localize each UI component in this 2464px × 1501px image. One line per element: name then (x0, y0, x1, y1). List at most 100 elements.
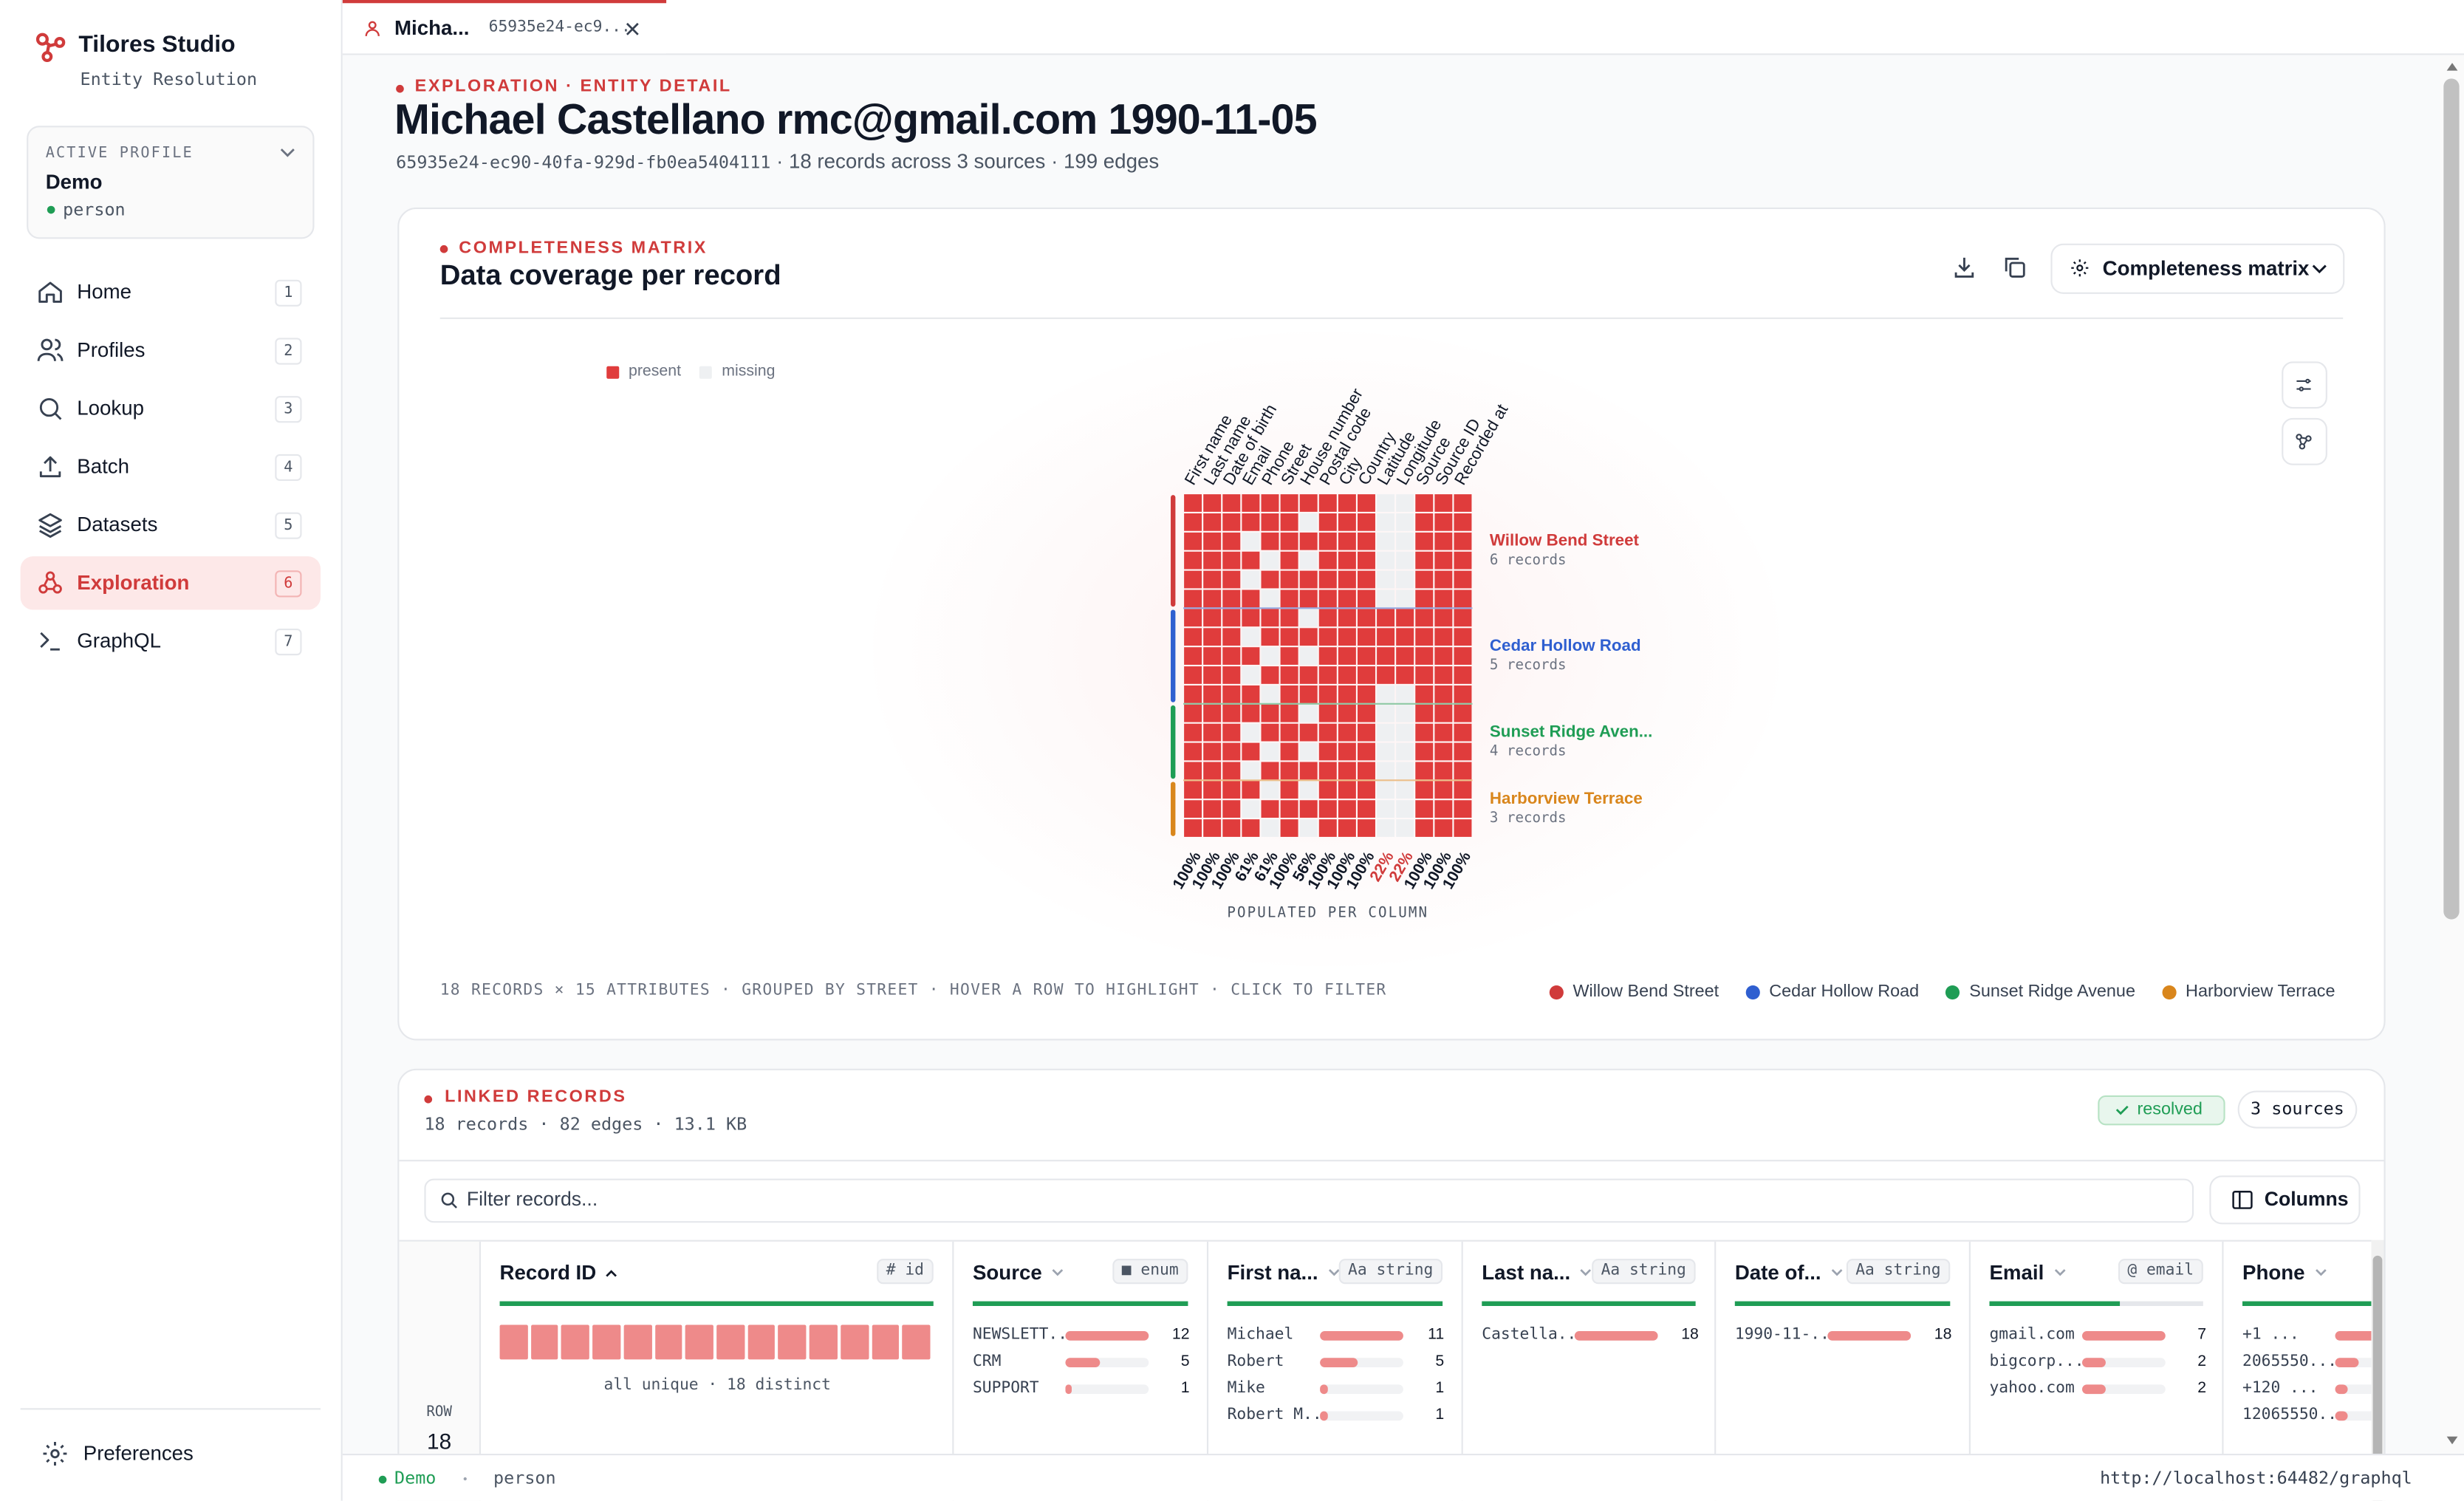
matrix-cell (1454, 494, 1472, 512)
status-profile: Demo (394, 1468, 437, 1488)
group-label: Sunset Ridge Aven... (1490, 722, 1652, 741)
graphic (2446, 1436, 2458, 1445)
sort-chevron[interactable] (605, 1268, 617, 1278)
graphic (451, 1202, 457, 1208)
gear-icon (43, 1442, 67, 1466)
matrix-cell (1184, 781, 1202, 799)
nav-item[interactable]: Lookup 3 (21, 382, 321, 435)
graphic (2076, 264, 2084, 272)
value-bar (1065, 1331, 1149, 1341)
matrix-cell (1299, 494, 1318, 512)
matrix-cell (1377, 723, 1395, 742)
view-select[interactable]: Completeness matrix (2050, 243, 2345, 294)
matrix-cell (1454, 723, 1472, 742)
matrix-cell (1415, 666, 1434, 684)
group-records: 4 records (1490, 742, 1567, 759)
nav-item[interactable]: Datasets 5 (21, 498, 321, 551)
matrix-cell (1299, 685, 1318, 703)
sort-chevron[interactable] (1579, 1268, 1592, 1278)
matrix-cell (1434, 589, 1453, 608)
copy-button[interactable] (2002, 255, 2027, 280)
status-badge: resolved (2098, 1095, 2225, 1126)
tab[interactable]: Micha... 65935e24-ec9... (342, 0, 667, 54)
matrix-cell (1415, 551, 1434, 570)
value-track (2335, 1384, 2372, 1395)
matrix-cell (1318, 494, 1337, 512)
sort-chevron[interactable] (1051, 1268, 1064, 1278)
row-count: 18 (427, 1428, 452, 1454)
populated-track (1989, 1301, 2203, 1306)
matrix-cell (1299, 609, 1318, 627)
graphic (2296, 434, 2312, 450)
matrix-cell (1261, 704, 1279, 722)
chevron-path (2054, 1269, 2066, 1276)
download-button[interactable] (1951, 255, 1977, 280)
nav-item[interactable]: Profiles 2 (21, 324, 321, 377)
matrix-cell (1434, 704, 1453, 722)
unique-cell (561, 1324, 590, 1360)
matrix-cell (1184, 704, 1202, 722)
matrix-cell (1396, 723, 1414, 742)
graphic (2115, 1105, 2129, 1115)
matrix-cell (1415, 589, 1434, 608)
preferences[interactable]: Preferences (83, 1440, 194, 1465)
matrix-cell (1396, 513, 1414, 531)
matrix-cell (1357, 589, 1375, 608)
matrix-cell (1203, 532, 1222, 550)
matrix-cell (1280, 800, 1298, 818)
columns-button[interactable]: Columns (2209, 1175, 2361, 1225)
matrix-cell (1338, 647, 1356, 665)
matrix-cell (1415, 628, 1434, 646)
sort-chevron[interactable] (2315, 1268, 2327, 1278)
matrix-cell (1396, 570, 1414, 589)
group-label: Cedar Hollow Road (1490, 636, 1641, 654)
table-column: Date of... Aa string 1990-11-... 18 (1716, 1241, 1971, 1501)
group-legend-dot (2162, 985, 2177, 1000)
group-legend-item: Harborview Terrace (2162, 982, 2335, 1003)
matrix-cell (1396, 609, 1414, 627)
profile-card[interactable]: ACTIVE PROFILE Demo person (27, 126, 315, 239)
settings-button[interactable] (2282, 361, 2327, 409)
linked-card: LINKED RECORDS 18 records · 82 edges · 1… (397, 1068, 2386, 1501)
nav-item[interactable]: GraphQL 7 (21, 615, 321, 668)
matrix-cell (1184, 609, 1202, 627)
graph-button[interactable] (2282, 417, 2327, 465)
nav-item[interactable]: Exploration 6 (20, 556, 321, 610)
column-name: Email (1989, 1260, 2044, 1285)
matrix-cell (1338, 609, 1356, 627)
divider (399, 1160, 2384, 1162)
unique-cell (778, 1324, 807, 1360)
nav-item[interactable]: Home 1 (21, 266, 321, 319)
matrix-cell (1299, 570, 1318, 589)
graphic (1954, 257, 1974, 278)
matrix-cell (1415, 704, 1434, 722)
matrix-cell (1299, 742, 1318, 761)
value-label: 1990-11-... (1734, 1326, 1839, 1344)
matrix-cell (1184, 762, 1202, 780)
matrix-cell (1377, 609, 1395, 627)
matrix-cell (1280, 819, 1298, 837)
matrix-cell (1454, 742, 1472, 761)
matrix-cell (1261, 551, 1279, 570)
table-column: First na... Aa string Michael 11 Robert 5 Mike… (1208, 1241, 1463, 1501)
populated-track (972, 1301, 1188, 1306)
matrix-cell (1357, 609, 1375, 627)
value-count: 1 (1435, 1406, 1445, 1424)
matrix-cell (1434, 723, 1453, 742)
matrix-cell (1357, 742, 1375, 761)
matrix-cell (1318, 513, 1337, 531)
matrix-cell (1242, 781, 1260, 799)
nav-key: 1 (275, 279, 302, 307)
matrix-cell (1454, 628, 1472, 646)
sort-chevron[interactable] (1831, 1268, 1844, 1278)
unique-cell (530, 1324, 559, 1360)
matrix-cell (1434, 628, 1453, 646)
matrix-cell (1280, 781, 1298, 799)
filter-input[interactable]: Filter records... (424, 1178, 2194, 1223)
matrix-cell (1299, 513, 1318, 531)
matrix-cell (1377, 781, 1395, 799)
nav-item[interactable]: Batch 4 (21, 440, 321, 493)
sort-chevron[interactable] (2054, 1268, 2067, 1278)
close-icon[interactable] (626, 22, 640, 36)
sort-chevron[interactable] (1328, 1268, 1341, 1278)
